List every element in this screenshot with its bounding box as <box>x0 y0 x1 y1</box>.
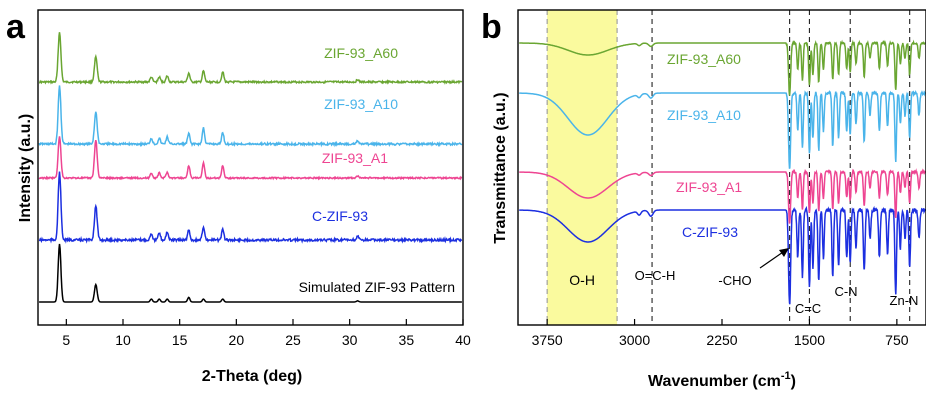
xrd-series-line <box>39 32 463 85</box>
xrd-series-label: C-ZIF-93 <box>312 208 368 224</box>
peak-annotation: -CHO <box>718 273 751 288</box>
panel-a-frame <box>37 9 464 326</box>
ftir-series-label: C-ZIF-93 <box>682 224 738 240</box>
oh-highlight-band <box>547 10 618 325</box>
panel-b-oh-band <box>547 10 618 325</box>
xtick-label: 1500 <box>794 332 825 348</box>
xtick-label: 40 <box>455 332 471 348</box>
xrd-series-line <box>38 85 463 148</box>
peak-annotation: C=C <box>795 301 821 316</box>
panel-b-label: b <box>481 8 502 46</box>
panel-b-ylabel: Transmittance (a.u.) <box>492 92 509 243</box>
ftir-series-line <box>519 205 926 305</box>
ftir-series-line <box>519 90 926 169</box>
panel-a-xlabel: 2-Theta (deg) <box>202 368 302 385</box>
xrd-series-line <box>38 171 463 244</box>
xtick-label: 25 <box>285 332 301 348</box>
xtick-label: 35 <box>399 332 415 348</box>
ftir-series-label: ZIF-93_A60 <box>667 51 741 67</box>
oh-band-label: O-H <box>569 272 595 288</box>
xtick-label: 10 <box>115 332 131 348</box>
panel-a-series <box>38 32 463 303</box>
xrd-series-label: Simulated ZIF-93 Pattern <box>299 279 455 295</box>
ftir-series-line <box>519 168 926 224</box>
panel-b-xticks: 3750 3000 2250 1500 750 <box>532 319 909 348</box>
xrd-series-line <box>39 243 462 303</box>
xtick-label: 5 <box>62 332 70 348</box>
xrd-series-line <box>38 136 463 181</box>
peak-annotation: Zn-N <box>890 293 919 308</box>
ftir-series-label: ZIF-93_A1 <box>676 179 742 195</box>
panel-a-ylabel: Intensity (a.u.) <box>17 114 34 222</box>
xtick-label: 15 <box>172 332 188 348</box>
peak-annotation: O=C-H <box>635 268 676 283</box>
peak-annotation: C-N <box>834 284 857 299</box>
panel-b-xlabel: Wavenumber (cm-1) <box>648 370 796 390</box>
xtick-label: 3750 <box>532 332 563 348</box>
panel-b-series <box>519 39 926 305</box>
cho-arrow-head <box>779 248 789 257</box>
ftir-series-line <box>519 39 926 96</box>
xtick-label: 20 <box>229 332 245 348</box>
panel-b-series-labels: ZIF-93_A60 ZIF-93_A10 ZIF-93_A1 C-ZIF-93 <box>667 51 742 240</box>
xrd-series-label: ZIF-93_A1 <box>322 150 388 166</box>
panel-a-series-labels: ZIF-93_A60 ZIF-93_A10 ZIF-93_A1 C-ZIF-93 Sim… <box>299 45 455 295</box>
xtick-label: 3000 <box>619 332 650 348</box>
ftir-series-label: ZIF-93_A10 <box>667 107 741 123</box>
xtick-label: 750 <box>885 332 909 348</box>
xtick-label: 30 <box>342 332 358 348</box>
panel-a-xticks: 5 10 15 20 25 30 35 40 <box>62 319 471 348</box>
xrd-series-label: ZIF-93_A10 <box>324 96 398 112</box>
xtick-label: 2250 <box>706 332 737 348</box>
xrd-series-label: ZIF-93_A60 <box>324 45 398 61</box>
panel-a-label: a <box>6 8 26 46</box>
panel-b-annotations: O-H O=C-H -CHO C=C C-N Zn-N <box>569 248 918 316</box>
